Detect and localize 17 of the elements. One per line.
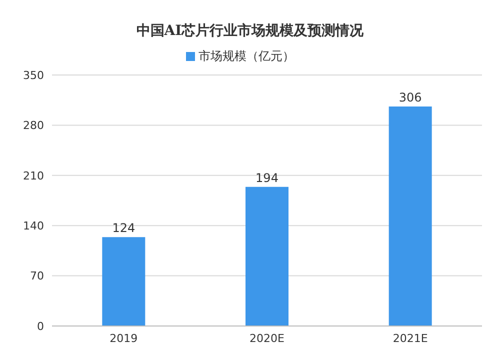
- data-label: 306: [398, 90, 422, 105]
- bar: [102, 237, 146, 326]
- y-tick-label: 350: [23, 68, 44, 82]
- x-tick-label: 2021E: [392, 332, 428, 345]
- y-tick-label: 140: [23, 220, 44, 233]
- x-tick-label: 2020E: [250, 332, 285, 345]
- data-label: 194: [256, 170, 278, 185]
- bar: [388, 106, 432, 326]
- x-tick-label: 2019: [110, 332, 138, 345]
- data-label: 124: [112, 221, 136, 236]
- bar: [246, 186, 288, 326]
- y-tick-label: 0: [37, 320, 44, 333]
- y-tick-label: 210: [23, 169, 44, 182]
- y-tick-label: 70: [30, 270, 44, 283]
- chart-title: 中国AI芯片行业市场规模及预测情况: [135, 22, 365, 40]
- y-tick-label: 280: [23, 119, 44, 132]
- legend-label: 市场规模（亿元）: [198, 49, 294, 63]
